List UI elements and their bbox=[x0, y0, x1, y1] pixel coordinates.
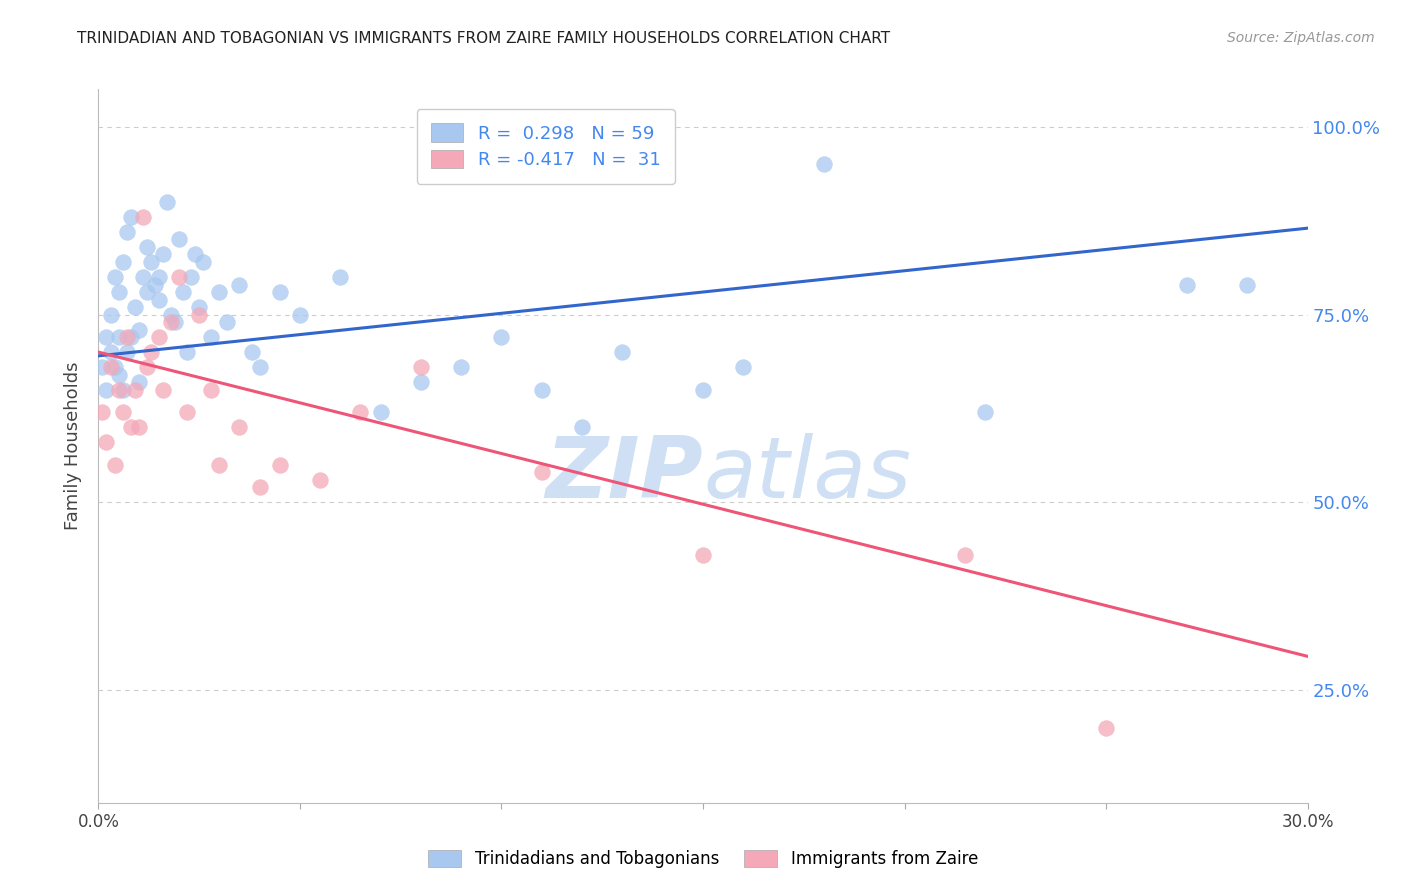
Point bbox=[135, 285, 157, 299]
Text: atlas: atlas bbox=[703, 433, 911, 516]
Point bbox=[163, 315, 186, 329]
Point bbox=[132, 210, 155, 224]
Point bbox=[91, 360, 114, 375]
Point bbox=[103, 458, 125, 472]
Point bbox=[96, 435, 118, 450]
Point bbox=[571, 420, 593, 434]
Point bbox=[349, 405, 371, 419]
Point bbox=[128, 375, 150, 389]
Point bbox=[692, 548, 714, 562]
Point bbox=[188, 308, 211, 322]
Point bbox=[172, 285, 194, 299]
Point bbox=[148, 270, 170, 285]
Point bbox=[160, 308, 183, 322]
Point bbox=[813, 157, 835, 171]
Point bbox=[409, 360, 432, 375]
Point bbox=[124, 383, 146, 397]
Point bbox=[156, 194, 179, 209]
Point bbox=[228, 420, 250, 434]
Point bbox=[135, 240, 157, 254]
Point bbox=[135, 360, 157, 375]
Point bbox=[100, 308, 122, 322]
Point bbox=[107, 383, 129, 397]
Point bbox=[139, 345, 162, 359]
Point bbox=[100, 360, 122, 375]
Point bbox=[228, 277, 250, 292]
Point bbox=[692, 383, 714, 397]
Point bbox=[107, 330, 129, 344]
Point bbox=[124, 300, 146, 314]
Point bbox=[176, 405, 198, 419]
Point bbox=[167, 270, 190, 285]
Point bbox=[96, 330, 118, 344]
Point bbox=[200, 330, 222, 344]
Point bbox=[450, 360, 472, 375]
Point bbox=[217, 315, 239, 329]
Point bbox=[329, 270, 352, 285]
Point bbox=[1095, 721, 1118, 735]
Point bbox=[269, 285, 291, 299]
Point bbox=[180, 270, 202, 285]
Point bbox=[115, 330, 138, 344]
Point bbox=[974, 405, 997, 419]
Point bbox=[193, 255, 215, 269]
Legend: Trinidadians and Tobagonians, Immigrants from Zaire: Trinidadians and Tobagonians, Immigrants… bbox=[422, 843, 984, 875]
Y-axis label: Family Households: Family Households bbox=[63, 362, 82, 530]
Point bbox=[128, 420, 150, 434]
Point bbox=[188, 300, 211, 314]
Point bbox=[269, 458, 291, 472]
Point bbox=[107, 368, 129, 382]
Point bbox=[409, 375, 432, 389]
Point bbox=[176, 345, 198, 359]
Point bbox=[132, 270, 155, 285]
Point bbox=[208, 458, 231, 472]
Point bbox=[288, 308, 311, 322]
Point bbox=[100, 345, 122, 359]
Legend: R =  0.298   N = 59, R = -0.417   N =  31: R = 0.298 N = 59, R = -0.417 N = 31 bbox=[416, 109, 675, 184]
Point bbox=[309, 473, 332, 487]
Point bbox=[530, 383, 553, 397]
Point bbox=[249, 360, 271, 375]
Point bbox=[160, 315, 183, 329]
Point bbox=[111, 383, 134, 397]
Text: TRINIDADIAN AND TOBAGONIAN VS IMMIGRANTS FROM ZAIRE FAMILY HOUSEHOLDS CORRELATIO: TRINIDADIAN AND TOBAGONIAN VS IMMIGRANTS… bbox=[77, 31, 890, 46]
Point bbox=[111, 405, 134, 419]
Point bbox=[96, 383, 118, 397]
Point bbox=[120, 330, 142, 344]
Point bbox=[139, 255, 162, 269]
Point bbox=[612, 345, 634, 359]
Point bbox=[491, 330, 513, 344]
Point bbox=[103, 360, 125, 375]
Point bbox=[115, 345, 138, 359]
Point bbox=[152, 247, 174, 261]
Point bbox=[370, 405, 392, 419]
Point bbox=[91, 405, 114, 419]
Point bbox=[733, 360, 755, 375]
Point bbox=[120, 420, 142, 434]
Point bbox=[200, 383, 222, 397]
Point bbox=[249, 480, 271, 494]
Point bbox=[208, 285, 231, 299]
Point bbox=[1236, 277, 1258, 292]
Point bbox=[115, 225, 138, 239]
Point bbox=[167, 232, 190, 246]
Point bbox=[143, 277, 166, 292]
Point bbox=[1175, 277, 1198, 292]
Text: Source: ZipAtlas.com: Source: ZipAtlas.com bbox=[1227, 31, 1375, 45]
Point bbox=[111, 255, 134, 269]
Point bbox=[120, 210, 142, 224]
Point bbox=[953, 548, 976, 562]
Point bbox=[148, 330, 170, 344]
Point bbox=[148, 293, 170, 307]
Point bbox=[184, 247, 207, 261]
Point bbox=[103, 270, 125, 285]
Text: ZIP: ZIP bbox=[546, 433, 703, 516]
Point bbox=[128, 322, 150, 336]
Point bbox=[530, 465, 553, 479]
Point bbox=[152, 383, 174, 397]
Point bbox=[107, 285, 129, 299]
Point bbox=[240, 345, 263, 359]
